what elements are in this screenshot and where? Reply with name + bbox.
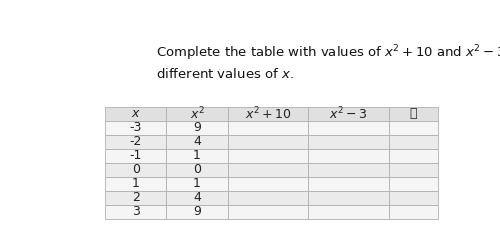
Bar [228,191,308,205]
Bar [388,149,438,163]
Text: 0: 0 [193,163,201,176]
Bar [388,107,438,121]
Bar [105,205,166,219]
Text: 2: 2 [132,191,140,204]
Bar [166,121,228,135]
Bar [308,149,388,163]
Bar [166,135,228,149]
Bar [228,177,308,191]
Text: 4: 4 [193,191,201,204]
Bar [388,121,438,135]
Bar [308,121,388,135]
Bar [388,177,438,191]
Text: 9: 9 [193,205,201,218]
Text: -1: -1 [130,149,142,162]
Bar [228,149,308,163]
Text: 4: 4 [193,136,201,148]
Bar [308,107,388,121]
Bar [105,163,166,177]
Bar [105,177,166,191]
Bar [228,107,308,121]
Text: 3: 3 [132,205,140,218]
Bar [105,191,166,205]
Bar [105,107,166,121]
Bar [228,163,308,177]
Text: 🙂: 🙂 [410,108,417,120]
Bar [105,121,166,135]
Text: $x^2$: $x^2$ [190,106,204,122]
Text: 9: 9 [193,122,201,134]
Bar [166,163,228,177]
Text: 1: 1 [132,177,140,190]
Text: 1: 1 [193,177,201,190]
Text: 0: 0 [132,163,140,176]
Bar [308,205,388,219]
Bar [388,135,438,149]
Text: different values of $x$.: different values of $x$. [156,66,294,80]
Bar [228,135,308,149]
Text: -2: -2 [130,136,142,148]
Bar [308,191,388,205]
Bar [228,205,308,219]
Bar [308,163,388,177]
Bar [388,205,438,219]
Text: Complete the table with values of $x^2 + 10$ and $x^2 - 3$ at: Complete the table with values of $x^2 +… [156,44,500,63]
Bar [228,121,308,135]
Bar [388,163,438,177]
Bar [308,177,388,191]
Bar [166,177,228,191]
Bar [166,191,228,205]
Bar [105,149,166,163]
Text: 1: 1 [193,149,201,162]
Bar [166,107,228,121]
Text: -3: -3 [130,122,142,134]
Bar [388,191,438,205]
Text: $x^2+10$: $x^2+10$ [244,106,291,122]
Bar [166,205,228,219]
Bar [166,149,228,163]
Text: $x^2-3$: $x^2-3$ [329,106,368,122]
Bar [308,135,388,149]
Text: $x$: $x$ [131,108,140,120]
Bar [105,135,166,149]
